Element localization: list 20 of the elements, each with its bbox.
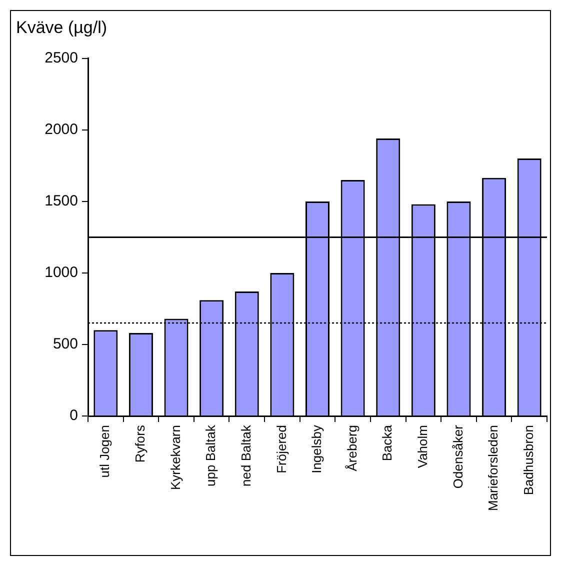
x-tick-label: Odensåker [450, 424, 466, 489]
y-tick-label: 1000 [44, 264, 78, 282]
y-tick-label: 2500 [44, 50, 78, 67]
x-tick-label: Fröjered [274, 425, 289, 474]
y-tick-label: 1500 [44, 192, 78, 210]
chart-title: Kväve (µg/l) [16, 18, 108, 37]
x-tick-label: Marieforsleden [486, 425, 501, 511]
y-tick-label: 500 [52, 336, 78, 353]
x-tick-label: utl Jogen [97, 425, 112, 478]
y-tick-label: 2000 [44, 121, 78, 138]
x-tick-label: ned Baltak [238, 424, 254, 486]
x-tick-label: upp Baltak [203, 424, 218, 486]
x-tick-label: Badhusbron [520, 425, 536, 496]
x-tick-label: Ryfors [132, 424, 148, 463]
x-tick-label: Kyrkekvarn [168, 425, 183, 490]
y-tick-label: 0 [70, 407, 78, 424]
x-tick-label: Ingelsby [309, 424, 324, 474]
x-tick-label: Backa [380, 424, 395, 462]
x-tick-label: Åreberg [344, 425, 360, 472]
x-tick-label: Vaholm [415, 425, 430, 468]
